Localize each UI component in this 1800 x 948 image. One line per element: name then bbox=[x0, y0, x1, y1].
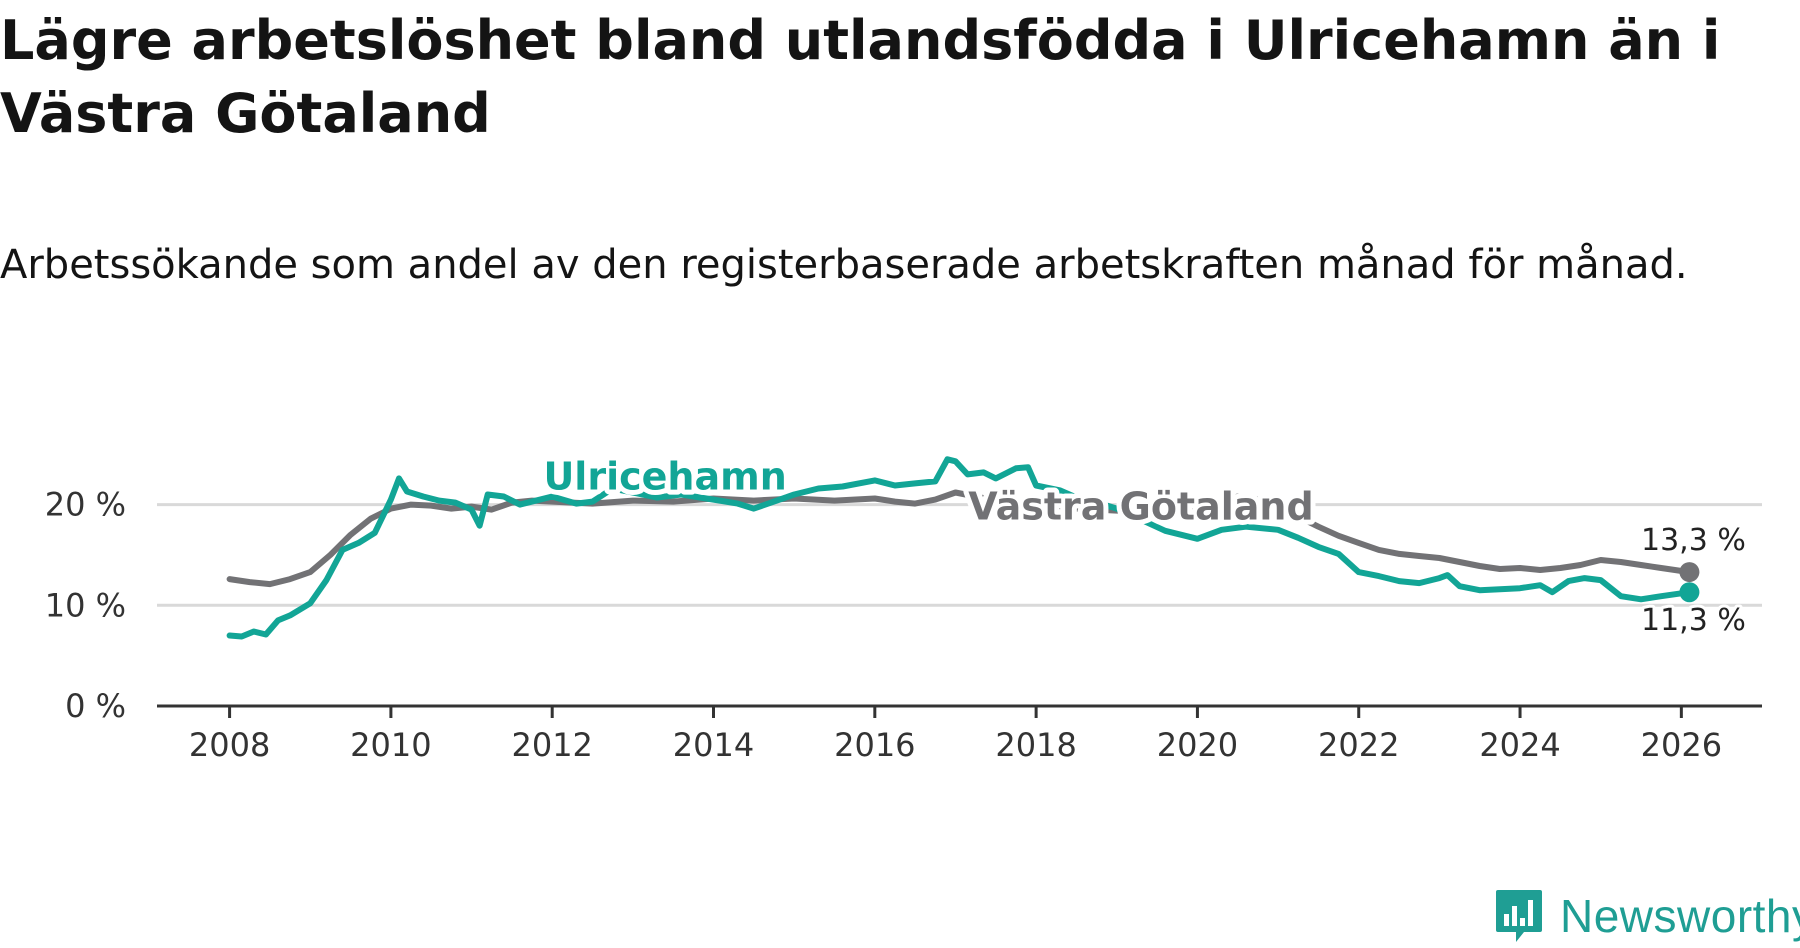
series-line-vastra_gotaland bbox=[226, 489, 1693, 588]
series-line-ulricehamn bbox=[226, 456, 1693, 640]
x-tick-label: 2024 bbox=[1479, 726, 1560, 764]
y-axis: 0 % 10 % 20 % bbox=[45, 486, 126, 725]
x-tick-label: 2022 bbox=[1318, 726, 1399, 764]
logo-text: Newsworthy bbox=[1560, 890, 1800, 942]
chart-subtitle: Arbetssökande som andel av den registerb… bbox=[0, 242, 1688, 288]
end-label-ulricehamn: 11,3 % bbox=[1641, 603, 1746, 638]
series-lines bbox=[226, 456, 1700, 640]
x-tick-label: 2018 bbox=[995, 726, 1076, 764]
series-label-ulricehamn: Ulricehamn bbox=[543, 454, 786, 498]
x-tick-label: 2020 bbox=[1157, 726, 1238, 764]
x-tick-label: 2010 bbox=[350, 726, 431, 764]
series-labels: Västra Götaland 13,3 % Ulricehamn 11,3 % bbox=[538, 449, 1748, 641]
line-chart: 2008 2010 2012 2014 2016 2018 2020 2022 2024 2026… bbox=[45, 449, 1762, 764]
newsworthy-logo: Newsworthy bbox=[1494, 888, 1800, 944]
chart-title: Lägre arbetslöshet bland utlandsfödda i … bbox=[0, 9, 1721, 145]
x-axis: 2008 2010 2012 2014 2016 2018 2020 2022 2024 2026 bbox=[157, 704, 1762, 764]
end-label-vastra_gotaland: 13,3 % bbox=[1641, 523, 1746, 558]
end-point-vastra_gotaland bbox=[1679, 562, 1700, 583]
x-tick-label: 2016 bbox=[834, 726, 915, 764]
y-tick-label: 20 % bbox=[45, 486, 126, 524]
x-tick-label: 2008 bbox=[189, 726, 270, 764]
y-tick-label: 10 % bbox=[45, 586, 126, 624]
newsworthy-logo-icon bbox=[1496, 890, 1542, 942]
series-label-vastra_gotaland: Västra Götaland bbox=[968, 485, 1313, 529]
x-tick-label: 2014 bbox=[673, 726, 754, 764]
x-tick-label: 2026 bbox=[1641, 726, 1722, 764]
x-tick-label: 2012 bbox=[511, 726, 592, 764]
end-point-ulricehamn bbox=[1679, 582, 1700, 603]
y-tick-label: 0 % bbox=[65, 687, 126, 725]
